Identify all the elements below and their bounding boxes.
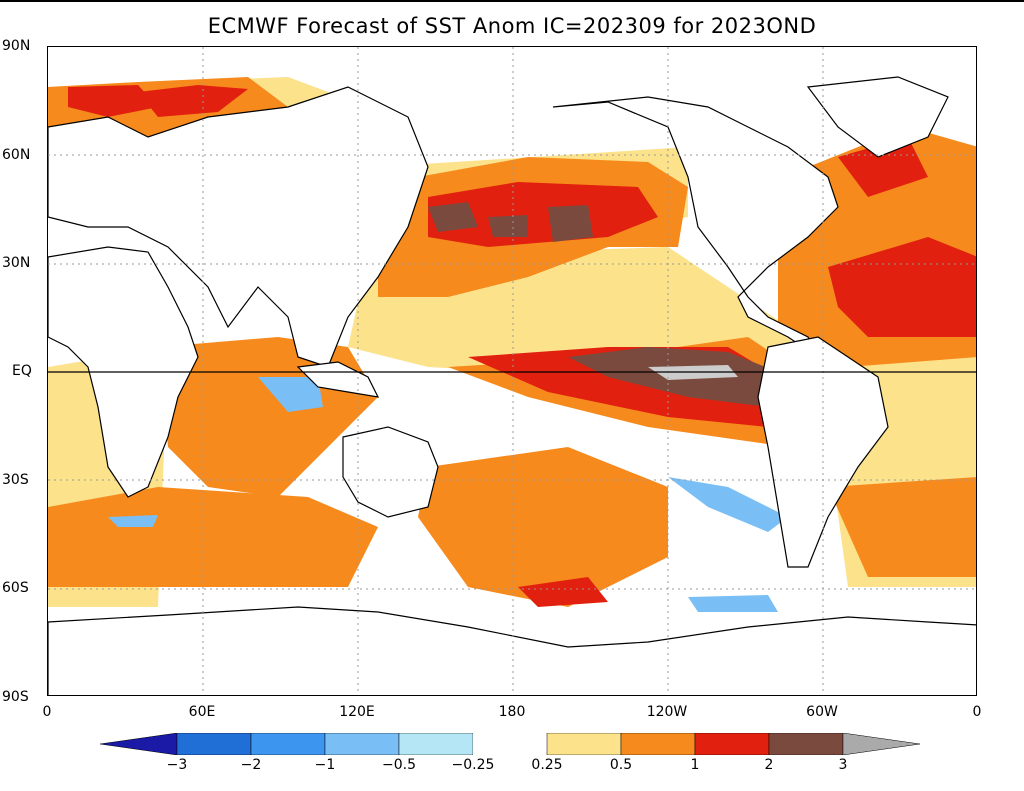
colorbar-bin-8 [694,733,770,755]
lat-label-30s: 30S [2,472,29,488]
lat-label-60s: 60S [2,580,29,596]
lon-label-120w: 120W [646,704,688,720]
colorbar-label: 2 [764,757,774,773]
lon-label-0-left: 0 [42,704,52,720]
colorbar-label: −2 [240,757,262,773]
colorbar-bin-2 [250,733,326,755]
colorbar-bin-7 [620,733,696,755]
colorbar-bin-1 [176,733,252,755]
frame-top-border [0,0,1024,2]
australia-landmass [342,426,439,518]
colorbar-bin-5 [473,733,547,755]
colorbar-bin-6 [546,733,622,755]
colorbar-label: −0.5 [382,757,416,773]
maritime-continent [296,361,380,398]
lat-label-90s: 90S [2,689,29,705]
colorbar-label: −3 [166,757,188,773]
north-america-landmass [552,96,839,359]
anomaly-cool [108,377,788,612]
colorbar-label: −1 [314,757,336,773]
lon-label-60w: 60W [806,704,838,720]
lon-label-60e: 60E [188,704,216,720]
lat-label-eq: EQ [12,363,32,379]
anomaly-warm-2 [68,85,976,607]
colorbar-label: 0.5 [609,757,633,773]
colorbar-label: −0.25 [451,757,495,773]
sst-anomaly-map [47,46,977,696]
lon-label-0-right: 0 [972,704,982,720]
eurasia-landmass [48,86,429,368]
lon-label-180: 180 [498,704,526,720]
colorbar [100,733,921,755]
colorbar-bin-3 [324,733,400,755]
lat-label-30n: 30N [2,255,31,271]
greenland-landmass [806,76,949,158]
colorbar-bin-4 [398,733,474,755]
map-canvas [48,47,976,695]
lon-label-120e: 120E [339,704,375,720]
lat-label-90n: 90N [2,38,31,54]
south-america-landmass [757,336,889,568]
colorbar-max-arrow [842,733,921,755]
lat-label-60n: 60N [2,147,31,163]
colorbar-label: 1 [690,757,700,773]
colorbar-min-arrow [100,733,178,755]
map-title: ECMWF Forecast of SST Anom IC=202309 for… [207,14,817,38]
colorbar-label: 3 [838,757,848,773]
colorbar-bin-9 [768,733,844,755]
colorbar-label: 0.25 [531,757,563,773]
antarctica-landmass [48,606,976,695]
